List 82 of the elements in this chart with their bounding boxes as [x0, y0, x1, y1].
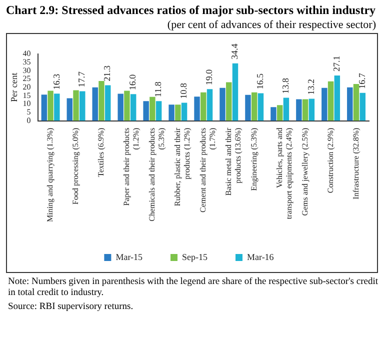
y-tick-label: 15 — [22, 90, 31, 100]
y-tick-label: 40 — [22, 49, 31, 58]
bar — [48, 90, 54, 121]
y-tick-label: 30 — [22, 66, 31, 75]
y-tick-label: 10 — [22, 99, 31, 108]
bar — [251, 92, 258, 121]
bar — [181, 102, 188, 121]
bar — [226, 82, 232, 121]
bar — [258, 93, 264, 121]
bar — [232, 63, 238, 121]
data-label: 10.8 — [178, 82, 189, 99]
x-tick-label: Basic metal and their products (13.6%) — [224, 127, 243, 196]
bar — [143, 101, 149, 121]
data-label: 34.4 — [230, 43, 240, 60]
x-tick-label: Rubber, plastic and their products (1.2%) — [173, 127, 192, 206]
bar — [245, 94, 251, 121]
bar — [308, 98, 315, 121]
bar — [206, 89, 213, 121]
data-label: 16.5 — [255, 72, 266, 90]
x-tick-label: Gems and jewellery (2.5%) — [300, 127, 310, 216]
bar — [334, 76, 340, 121]
data-label: 17.7 — [76, 70, 87, 88]
x-tick-label: Construction (2.9%) — [326, 127, 335, 194]
y-axis-title: Per cent — [8, 72, 19, 102]
source-note: Source: RBI supervisory returns. — [8, 302, 134, 314]
data-label: 16.0 — [128, 74, 138, 90]
y-tick-label: 35 — [22, 57, 31, 66]
bar — [124, 90, 130, 121]
bar — [118, 94, 124, 121]
bar — [92, 87, 98, 121]
bar — [200, 92, 206, 121]
bar — [80, 91, 86, 121]
bar — [302, 99, 308, 121]
x-tick-label: Vehicles, parts and transport equipments (2.4%) — [274, 127, 294, 220]
bar — [98, 81, 104, 121]
x-tick-label: Engineering (5.3%) — [249, 127, 258, 191]
bar — [175, 104, 181, 121]
bar — [54, 94, 60, 121]
bar — [322, 88, 328, 121]
legend-label: Sep-15 — [182, 252, 208, 262]
y-tick-label: 0 — [26, 116, 31, 125]
bar — [360, 92, 366, 121]
y-tick-label: 5 — [26, 108, 31, 117]
data-label: 13.8 — [280, 78, 291, 94]
data-label: 11.8 — [153, 81, 164, 98]
x-tick-label: Paper and their products (1.2%) — [122, 127, 141, 206]
bar — [104, 85, 111, 121]
data-label: 21.3 — [102, 64, 112, 82]
x-tick-label: Mining and quarrying (1.3%) — [46, 127, 55, 222]
bar — [270, 107, 276, 121]
x-tick-label: Chemicals and their products (5.3%) — [148, 127, 166, 222]
bar — [168, 104, 174, 121]
bar — [283, 98, 290, 121]
bar — [156, 101, 162, 121]
x-tick-label: Textiles (6.9%) — [96, 127, 106, 177]
bar — [66, 98, 73, 121]
bar — [347, 87, 353, 121]
y-tick-label: 20 — [22, 82, 31, 92]
bar — [220, 88, 226, 121]
bar — [150, 96, 156, 121]
chart-subtitle: (per cent of advances of their respective sector) — [166, 18, 377, 33]
bar — [194, 96, 200, 121]
data-label: 27.1 — [332, 56, 342, 72]
text: Note: Numbers given in parenthesis with the legend are share of the respective sub-sector's credit in total credit to industry. — [8, 277, 378, 300]
bar — [41, 94, 48, 121]
chart-title: Chart 2.9: Stressed advances ratios of major sub-sectors within industry — [5, 2, 377, 18]
legend-label: Mar-16 — [247, 252, 274, 262]
bar — [353, 84, 360, 121]
data-label: 19.0 — [204, 68, 214, 86]
data-label: 16.7 — [356, 72, 367, 89]
x-tick-label: Cement and their products (1.7%) — [198, 127, 218, 212]
y-tick-label: 25 — [22, 74, 31, 84]
x-tick-label: Food processing (5.0%) — [71, 127, 80, 204]
x-tick-label: Infrastructure (32.8%) — [351, 127, 360, 200]
bar — [73, 90, 79, 121]
bar — [328, 81, 334, 121]
bar — [296, 99, 302, 121]
data-label: 16.3 — [51, 73, 62, 90]
bar — [276, 105, 283, 121]
data-label: 13.2 — [306, 79, 316, 95]
legend-label: Mar-15 — [116, 252, 143, 262]
bar — [130, 94, 136, 121]
